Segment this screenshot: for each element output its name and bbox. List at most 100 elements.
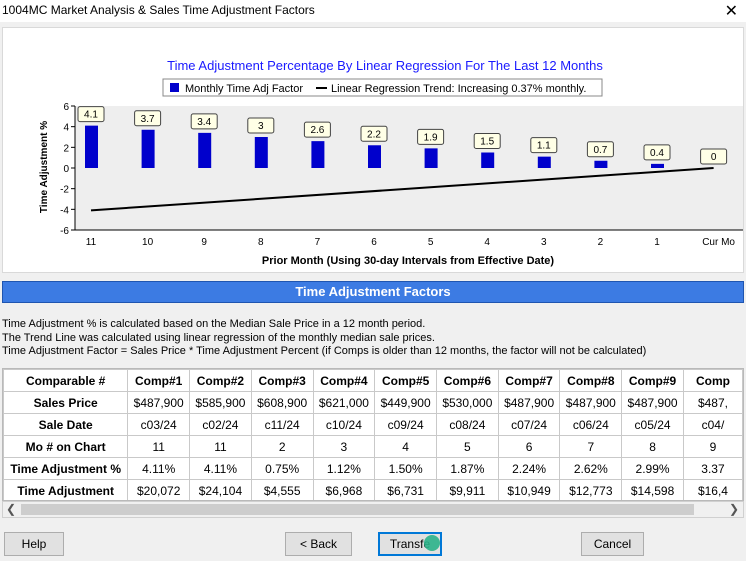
table-cell[interactable]: $487,900 xyxy=(559,391,623,414)
scroll-right-icon[interactable]: ❯ xyxy=(728,502,739,516)
table-cell[interactable]: 1.12% xyxy=(312,457,376,480)
table-cell[interactable]: 11 xyxy=(127,435,191,458)
table-cell[interactable]: $4,555 xyxy=(250,479,314,500)
table-cell[interactable]: 7 xyxy=(559,435,623,458)
table-cell[interactable]: 11 xyxy=(189,435,252,458)
x-tick-label: Cur Mo xyxy=(702,237,735,248)
table-cell[interactable]: $6,968 xyxy=(312,479,376,500)
table-cell[interactable]: $487,900 xyxy=(127,391,191,414)
table-cell[interactable]: $16,4 xyxy=(682,479,743,500)
table-cell[interactable]: 2.62% xyxy=(559,457,623,480)
comparables-table: Comparable # Comp#1 Comp#2 Comp#3 Comp#4 Comp… xyxy=(3,369,743,500)
bar xyxy=(198,132,212,168)
x-tick-label: 7 xyxy=(315,237,321,248)
table-cell[interactable]: c11/24 xyxy=(250,413,314,436)
table-cell[interactable]: 6 xyxy=(497,435,561,458)
bar xyxy=(594,160,608,168)
column-header[interactable]: Comp#9 xyxy=(621,369,684,392)
help-button[interactable]: Help xyxy=(4,532,64,556)
bar xyxy=(651,163,664,168)
cancel-button[interactable]: Cancel xyxy=(581,532,644,556)
table-cell[interactable]: $20,072 xyxy=(127,479,191,500)
table-cell[interactable]: 3 xyxy=(312,435,376,458)
bar xyxy=(141,129,155,168)
table-cell[interactable]: $449,900 xyxy=(374,391,437,414)
table-cell[interactable]: 9 xyxy=(682,435,743,458)
table-cell[interactable]: 2 xyxy=(250,435,314,458)
data-label: 2.2 xyxy=(367,129,381,140)
table-cell[interactable]: $530,000 xyxy=(436,391,499,414)
column-header[interactable]: Comp xyxy=(682,369,743,392)
table-cell[interactable]: 1.50% xyxy=(374,457,437,480)
table-cell[interactable]: $6,731 xyxy=(374,479,437,500)
column-header[interactable]: Comp#1 xyxy=(127,369,191,392)
table-row: Time Adjustment $20,072 $24,104 $4,555 $6,96… xyxy=(3,479,743,500)
x-tick-label: 6 xyxy=(371,237,377,248)
column-header[interactable]: Comp#4 xyxy=(312,369,376,392)
table-cell[interactable]: 4 xyxy=(374,435,437,458)
table-cell[interactable]: 5 xyxy=(436,435,499,458)
table-cell[interactable]: $14,598 xyxy=(621,479,684,500)
column-header[interactable]: Comp#8 xyxy=(559,369,623,392)
data-label-box xyxy=(643,144,671,161)
x-tick-label: 11 xyxy=(86,237,97,248)
table-cell[interactable]: 2.24% xyxy=(497,457,561,480)
table-cell[interactable]: $9,911 xyxy=(436,479,499,500)
mouse-cursor-indicator xyxy=(424,535,440,551)
table-cell[interactable]: 4.11% xyxy=(189,457,252,480)
back-button[interactable]: < Back xyxy=(285,532,352,556)
chart-title: Time Adjustment Percentage By Linear Reg… xyxy=(167,58,603,73)
table-cell[interactable]: c05/24 xyxy=(621,413,684,436)
table-cell[interactable]: 8 xyxy=(621,435,684,458)
description: Time Adjustment % is calculated based on… xyxy=(2,318,744,359)
table-cell[interactable]: $487,900 xyxy=(497,391,561,414)
title-bar: 1004MC Market Analysis & Sales Time Adju… xyxy=(0,0,746,22)
data-label-box xyxy=(360,125,388,142)
table-corner-header: Comparable # xyxy=(3,369,129,392)
chart-panel: Time Adjustment Percentage By Linear Reg… xyxy=(2,27,744,273)
table-cell[interactable]: 0.75% xyxy=(250,457,314,480)
data-label-box xyxy=(247,117,275,134)
column-header[interactable]: Comp#3 xyxy=(250,369,314,392)
table-cell[interactable]: $10,949 xyxy=(497,479,561,500)
table-row: Sale Date c03/24 c02/24 c11/24 c10/24 c09/24 c… xyxy=(3,413,743,436)
table-cell[interactable]: c10/24 xyxy=(312,413,376,436)
data-label-box xyxy=(77,106,105,123)
table-cell[interactable]: c03/24 xyxy=(127,413,191,436)
data-label: 1.1 xyxy=(537,141,551,152)
table-cell[interactable]: $621,000 xyxy=(312,391,376,414)
column-header[interactable]: Comp#2 xyxy=(189,369,252,392)
table-cell[interactable]: c04/ xyxy=(682,413,743,436)
trend-line xyxy=(90,167,714,212)
table-cell[interactable]: 2.99% xyxy=(621,457,684,480)
y-axis-label: Time Adjustment % xyxy=(39,121,50,213)
table-cell[interactable]: $585,900 xyxy=(189,391,252,414)
y-tick-label: -2 xyxy=(60,185,69,196)
table-cell[interactable]: c07/24 xyxy=(497,413,561,436)
table-cell[interactable]: c08/24 xyxy=(436,413,499,436)
table-cell[interactable]: $24,104 xyxy=(189,479,252,500)
table-cell[interactable]: c09/24 xyxy=(374,413,437,436)
table-cell[interactable]: 1.87% xyxy=(436,457,499,480)
scroll-left-icon[interactable]: ❮ xyxy=(6,502,17,516)
table-cell[interactable]: $487, xyxy=(682,391,743,414)
scrollbar-thumb[interactable] xyxy=(21,504,694,515)
column-header[interactable]: Comp#5 xyxy=(374,369,437,392)
description-line: The Trend Line was calculated using line… xyxy=(2,331,435,344)
close-icon[interactable]: ✕ xyxy=(724,3,738,20)
table-cell[interactable]: 3.37 xyxy=(682,457,743,480)
table-cell[interactable]: $12,773 xyxy=(559,479,623,500)
data-label: 0.7 xyxy=(593,145,607,156)
data-label: 4.1 xyxy=(84,110,98,121)
column-header[interactable]: Comp#7 xyxy=(497,369,561,392)
table-cell[interactable]: 4.11% xyxy=(127,457,191,480)
section-header: Time Adjustment Factors xyxy=(2,281,744,303)
table-cell[interactable]: c06/24 xyxy=(559,413,623,436)
legend-line-label: Linear Regression Trend: Increasing 0.37… xyxy=(331,83,586,95)
table-cell[interactable]: $487,900 xyxy=(621,391,684,414)
table-cell[interactable]: c02/24 xyxy=(189,413,252,436)
table-cell[interactable]: $608,900 xyxy=(250,391,314,414)
table-row: Time Adjustment % 4.11% 4.11% 0.75% 1.12% 1.5… xyxy=(3,457,743,480)
horizontal-scrollbar[interactable]: ❮ ❯ xyxy=(2,501,744,518)
column-header[interactable]: Comp#6 xyxy=(436,369,499,392)
